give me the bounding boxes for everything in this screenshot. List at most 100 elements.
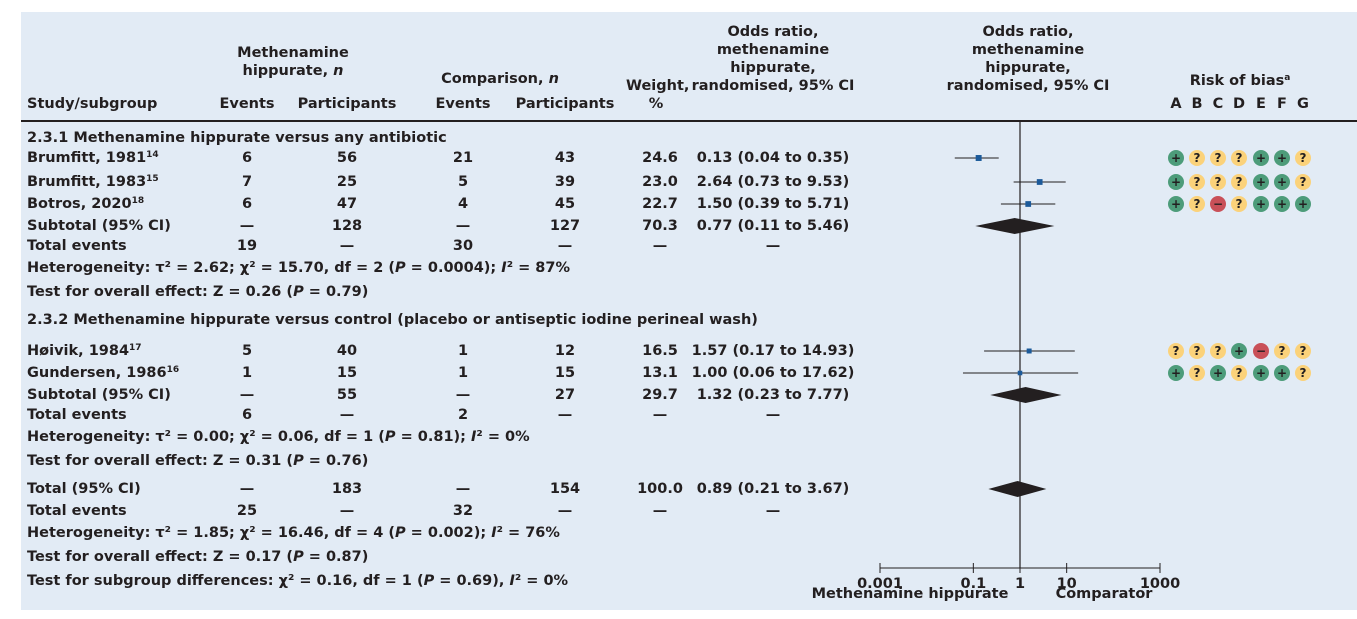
study-estimate-marker — [1017, 370, 1023, 376]
study-name: Gundersen, 198616 — [27, 364, 179, 382]
header-events-comp: Events — [435, 96, 491, 112]
cell-participants-comp: 127 — [549, 218, 581, 234]
study-name: Brumfitt, 198114 — [27, 149, 159, 167]
bias-unclear-icon: ? — [1189, 343, 1205, 359]
subgroup-heading: 2.3.2 Methenamine hippurate versus contr… — [27, 312, 758, 328]
cell-events-mh: — — [239, 218, 255, 234]
figure-panel — [21, 12, 1357, 610]
axis-label-right: Comparator — [1055, 586, 1153, 602]
bias-unclear-icon: ? — [1231, 365, 1247, 381]
bias-high-icon: − — [1253, 343, 1269, 359]
study-name: Botros, 202018 — [27, 195, 144, 213]
cell-weight: — — [652, 238, 668, 254]
header-events-mh: Events — [219, 96, 275, 112]
header-weight-line1: Weight, — [626, 78, 690, 94]
header-or-plot-1: Odds ratio, — [982, 24, 1074, 40]
reference-superscript: 17 — [129, 343, 142, 353]
cell-participants-mh: 25 — [336, 174, 358, 190]
reference-superscript: 14 — [146, 150, 159, 160]
study-name: Brumfitt, 198315 — [27, 173, 159, 191]
header-study: Study/subgroup — [27, 96, 158, 112]
header-mh-group-label: Methenamine hippurate, — [237, 45, 349, 79]
cell-events-comp: 30 — [452, 238, 474, 254]
header-mh-n: n — [333, 63, 344, 79]
header-or-plot-3: hippurate, — [985, 60, 1071, 76]
bias-unclear-icon: ? — [1189, 150, 1205, 166]
header-comp-group: Comparison, n — [410, 70, 590, 88]
bias-unclear-icon: ? — [1231, 196, 1247, 212]
cell-participants-comp: 39 — [554, 174, 576, 190]
header-or-text-3: hippurate, — [730, 60, 816, 76]
header-bias-title-text: Risk of bias — [1189, 73, 1285, 89]
bias-unclear-icon: ? — [1295, 174, 1311, 190]
row-name-text: Gundersen, 1986 — [27, 365, 167, 381]
bias-unclear-icon: ? — [1189, 196, 1205, 212]
bias-low-icon: + — [1231, 343, 1247, 359]
cell-odds-ratio-ci: 1.57 (0.17 to 14.93) — [691, 343, 855, 359]
stats-line: Test for overall effect: Z = 0.31 (P = 0… — [27, 453, 369, 469]
bias-unclear-icon: ? — [1295, 150, 1311, 166]
total-label: Total events — [27, 502, 127, 520]
pooled-estimate-diamond — [988, 481, 1047, 497]
cell-participants-comp: 45 — [554, 196, 576, 212]
cell-weight: 29.7 — [642, 387, 678, 403]
cell-events-comp: — — [455, 218, 471, 234]
cell-weight: 16.5 — [642, 343, 678, 359]
row-name-text: Total events — [27, 238, 127, 254]
header-weight: Weight, % — [626, 77, 690, 113]
stats-line: Heterogeneity: τ² = 0.00; χ² = 0.06, df … — [27, 429, 530, 445]
header-comp-n: n — [548, 71, 559, 87]
cell-events-comp: — — [455, 481, 471, 497]
cell-events-comp: — — [455, 387, 471, 403]
cell-events-mh: 1 — [241, 365, 253, 381]
cell-odds-ratio-ci: — — [765, 503, 781, 519]
reference-superscript: 15 — [146, 174, 159, 184]
cell-participants-comp: 43 — [554, 150, 576, 166]
cell-odds-ratio-ci: 0.77 (0.11 to 5.46) — [696, 218, 850, 234]
bias-unclear-icon: ? — [1189, 174, 1205, 190]
cell-events-mh: — — [239, 387, 255, 403]
row-name-text: Total events — [27, 407, 127, 423]
header-participants-comp: Participants — [515, 96, 615, 112]
bias-unclear-icon: ? — [1231, 174, 1247, 190]
cell-odds-ratio-ci: 0.13 (0.04 to 0.35) — [696, 150, 850, 166]
stats-line: Heterogeneity: τ² = 1.85; χ² = 16.46, df… — [27, 525, 560, 541]
bias-low-icon: + — [1274, 174, 1290, 190]
header-rule — [21, 120, 1357, 122]
x-axis-tick-label: 10 — [1056, 576, 1077, 592]
cell-events-comp: 1 — [457, 343, 469, 359]
bias-unclear-icon: ? — [1210, 343, 1226, 359]
cell-events-mh: 19 — [236, 238, 258, 254]
cell-odds-ratio-ci: 1.32 (0.23 to 7.77) — [696, 387, 850, 403]
cell-weight: 100.0 — [637, 481, 683, 497]
cell-events-mh: 6 — [241, 196, 253, 212]
header-bias-sup: a — [1284, 73, 1291, 83]
cell-participants-comp: 15 — [554, 365, 576, 381]
cell-participants-mh: 56 — [336, 150, 358, 166]
bias-unclear-icon: ? — [1168, 343, 1184, 359]
bias-unclear-icon: ? — [1274, 343, 1290, 359]
header-or-plot: Odds ratio, methenamine hippurate, rando… — [938, 23, 1118, 95]
cell-weight: 13.1 — [642, 365, 678, 381]
cell-events-comp: 21 — [452, 150, 474, 166]
stats-line: Test for overall effect: Z = 0.26 (P = 0… — [27, 284, 369, 300]
bias-low-icon: + — [1168, 150, 1184, 166]
cell-participants-comp: 12 — [554, 343, 576, 359]
cell-participants-mh: — — [339, 407, 355, 423]
header-or-text-4: randomised, 95% CI — [691, 78, 855, 94]
cell-weight: — — [652, 503, 668, 519]
bias-unclear-icon: ? — [1210, 174, 1226, 190]
row-name-text: Brumfitt, 1981 — [27, 150, 147, 166]
stats-line: Test for subgroup differences: χ² = 0.16… — [27, 573, 569, 589]
bias-low-icon: + — [1253, 365, 1269, 381]
bias-column-D: D — [1232, 96, 1246, 112]
study-estimate-marker — [1026, 348, 1032, 354]
cell-participants-comp: 27 — [554, 387, 576, 403]
cell-participants-mh: — — [339, 503, 355, 519]
bias-low-icon: + — [1210, 365, 1226, 381]
cell-events-mh: 25 — [236, 503, 258, 519]
cell-participants-mh: — — [339, 238, 355, 254]
total-label: Total events — [27, 406, 127, 424]
bias-unclear-icon: ? — [1231, 150, 1247, 166]
